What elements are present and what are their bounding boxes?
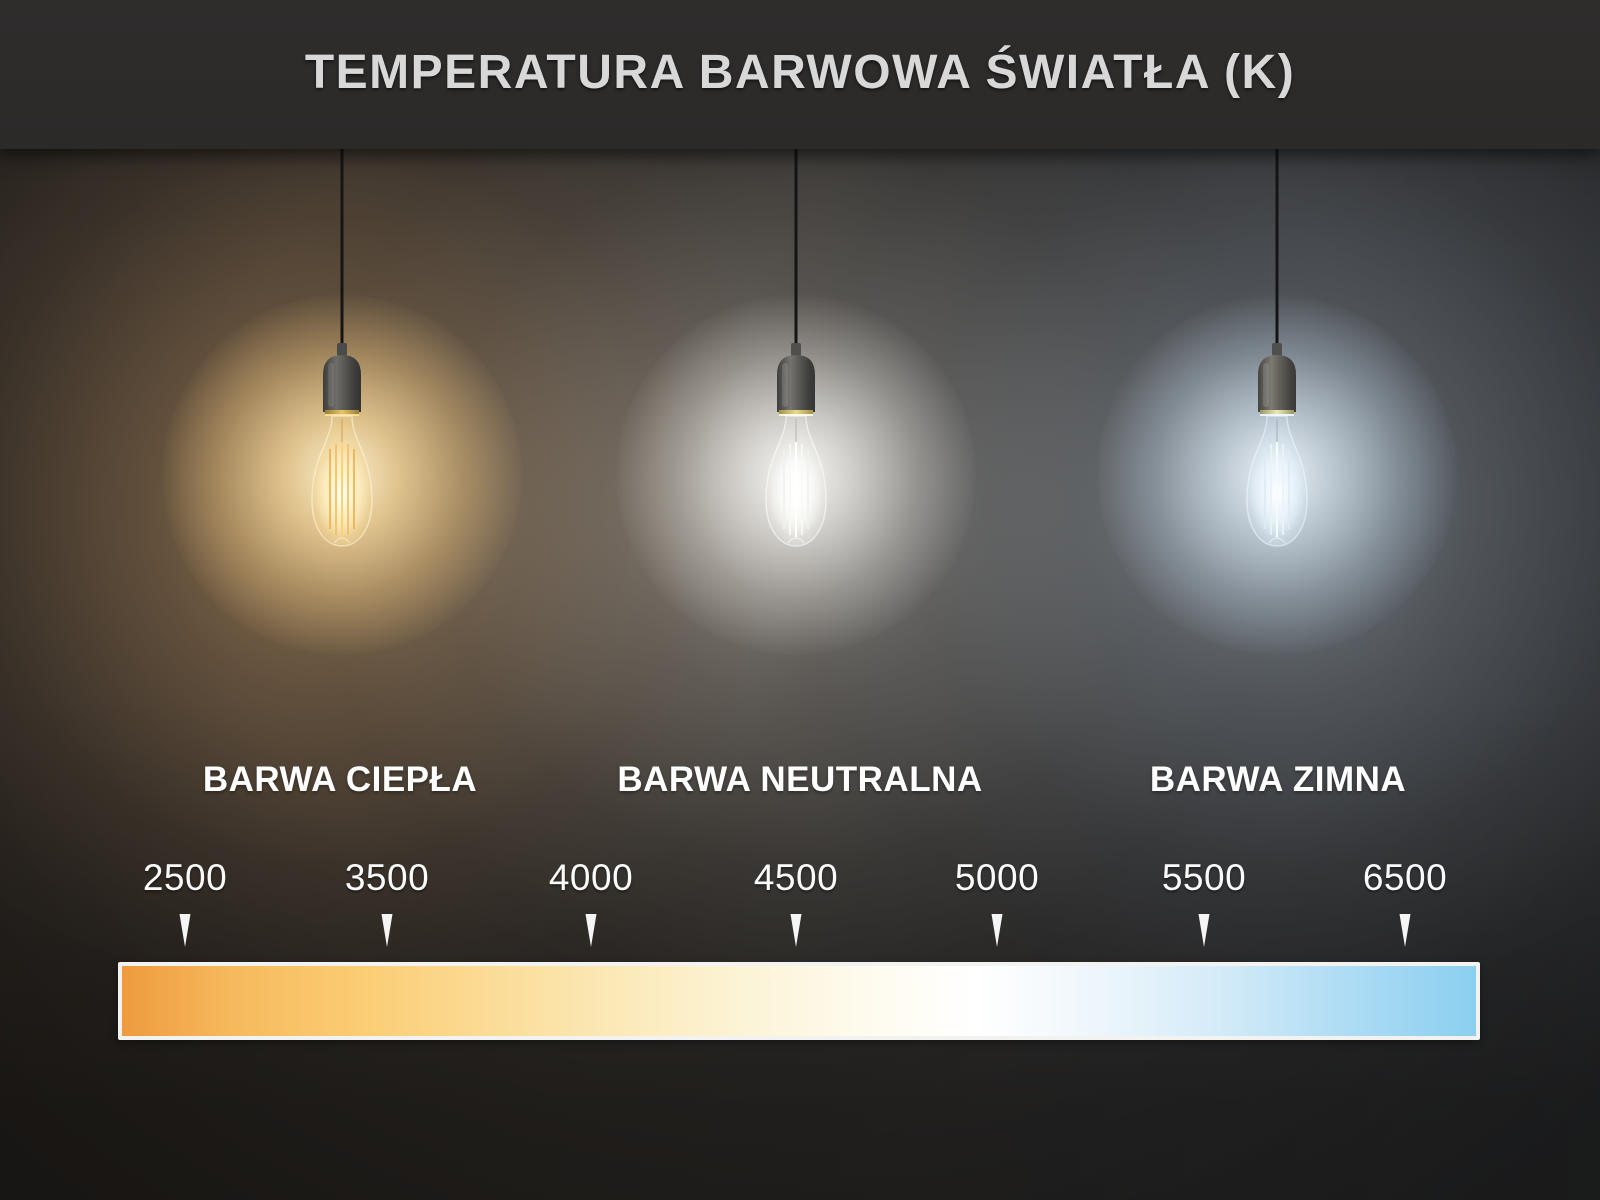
tick-marker-icon (1399, 914, 1411, 947)
kelvin-tick-6500: 6500 (1362, 857, 1448, 898)
section-label-warm: BARWA CIEPŁA (202, 760, 478, 799)
section-label-cold: BARWA ZIMNA (1149, 760, 1407, 799)
tick-marker-icon (991, 914, 1003, 947)
pendant-bulb-cold (1217, 149, 1337, 569)
page-title: TEMPERATURA BARWOWA ŚWIATŁA (K) (304, 46, 1296, 99)
kelvin-tick-5500: 5500 (1161, 857, 1247, 898)
kelvin-tick-5000: 5000 (954, 857, 1040, 898)
tick-marker-icon (790, 914, 802, 947)
tick-marker-icon (585, 914, 597, 947)
pendant-bulb-warm (282, 149, 402, 569)
kelvin-tick-3500: 3500 (344, 857, 430, 898)
neutral-bulb-icon (765, 149, 827, 547)
header-band: TEMPERATURA BARWOWA ŚWIATŁA (K) (0, 0, 1600, 149)
cold-bulb-icon (1246, 149, 1308, 547)
tick-marker-icon (381, 914, 393, 947)
kelvin-tick-4500: 4500 (753, 857, 839, 898)
tick-marker-icon (1198, 914, 1210, 947)
kelvin-tick-2500: 2500 (142, 857, 228, 898)
color-temperature-gradient-bar (118, 962, 1480, 1040)
pendant-bulb-neutral (736, 149, 856, 569)
tick-marker-icon (179, 914, 191, 947)
warm-bulb-icon (311, 149, 373, 547)
kelvin-tick-4000: 4000 (548, 857, 634, 898)
section-label-neutral: BARWA NEUTRALNA (617, 760, 983, 799)
